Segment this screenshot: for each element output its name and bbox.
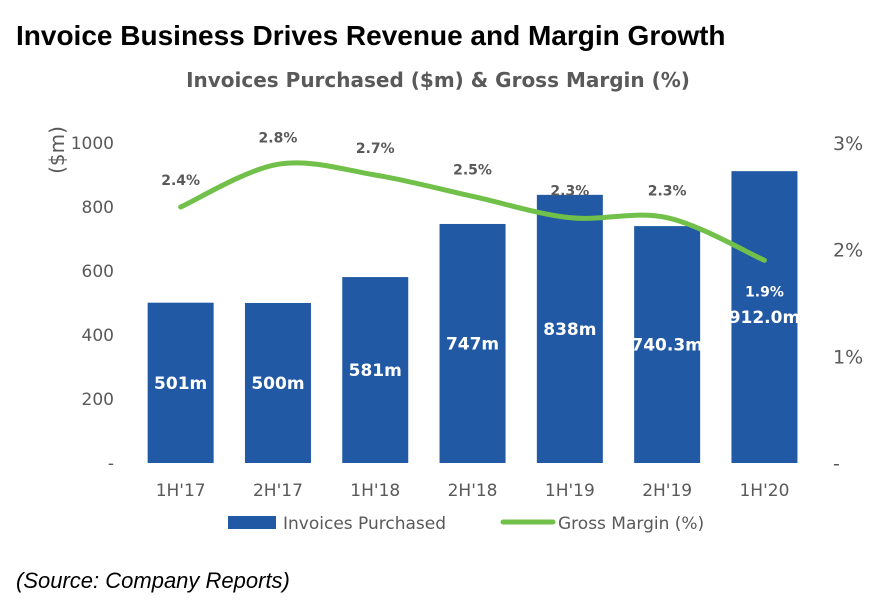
y-tick-label: 1000 (71, 134, 114, 154)
y-tick-label: - (108, 454, 114, 474)
gross-margin-line (178, 160, 767, 263)
margin-value-label: 2.5% (453, 162, 492, 178)
margin-value-label: 2.8% (259, 130, 298, 146)
margin-value-label: 2.7% (356, 141, 395, 157)
margin-value-label: 2.3% (550, 184, 589, 200)
bar-1H18 (342, 277, 409, 463)
y2-tick-label: 3% (833, 133, 863, 155)
x-tick-label: 2H'19 (642, 481, 692, 501)
y-tick-label: 600 (82, 262, 114, 282)
x-tick-label: 2H'18 (448, 481, 498, 501)
source-note: (Source: Company Reports) (16, 568, 290, 593)
left-axis: - 200 400 600 800 1000 (71, 134, 114, 474)
x-axis: 1H'17 2H'17 1H'18 2H'18 1H'19 2H'19 1H'20 (156, 481, 790, 501)
bar-value-label: 501m (154, 374, 207, 394)
y-tick-label: 200 (82, 390, 114, 410)
x-tick-label: 1H'19 (545, 481, 595, 501)
legend-label-bar: Invoices Purchased (283, 514, 446, 534)
bar-value-label: 581m (349, 361, 402, 381)
margin-value-label: 1.9% (745, 284, 784, 300)
bar-2H19 (634, 226, 701, 463)
bar-series (147, 171, 798, 463)
y-tick-label: 800 (82, 198, 114, 218)
line-data-labels: 2.4% 2.8% 2.7% 2.5% 2.3% 2.3% 1.9% (161, 130, 784, 300)
x-tick-label: 2H'17 (253, 481, 303, 501)
right-axis: - 1% 2% 3% (833, 133, 863, 475)
legend-label-line: Gross Margin (%) (558, 514, 704, 534)
line-series (178, 160, 767, 263)
y-axis-label: ($m) (45, 126, 69, 174)
bar-value-label: 912.0m (729, 308, 801, 328)
bar-value-label: 500m (251, 374, 304, 394)
legend: Invoices Purchased Gross Margin (%) (228, 514, 704, 534)
margin-value-label: 2.4% (161, 173, 200, 189)
chart: Invoices Purchased ($m) & Gross Margin (… (45, 68, 863, 534)
page-title: Invoice Business Drives Revenue and Marg… (16, 20, 726, 51)
x-tick-label: 1H'20 (739, 481, 789, 501)
y2-tick-label: 1% (833, 346, 863, 368)
bar-value-label: 747m (446, 334, 499, 354)
y2-tick-label: 2% (833, 240, 863, 262)
bar-1H17 (147, 302, 214, 463)
y-tick-label: 400 (82, 326, 114, 346)
chart-title: Invoices Purchased ($m) & Gross Margin (… (186, 68, 690, 92)
bar-1H20 (731, 171, 798, 463)
legend-swatch-bar (228, 516, 276, 529)
x-tick-label: 1H'17 (156, 481, 206, 501)
y2-tick-label: - (833, 453, 840, 475)
bar-value-label: 740.3m (631, 336, 703, 356)
x-tick-label: 1H'18 (350, 481, 400, 501)
bar-1H19 (536, 194, 603, 463)
bar-data-labels: 501m 500m 581m 747m 838m 740.3m 912.0m (154, 308, 800, 394)
margin-value-label: 2.3% (648, 184, 687, 200)
bar-value-label: 838m (543, 320, 596, 340)
bar-2H17 (244, 303, 311, 463)
bar-2H18 (439, 223, 506, 463)
